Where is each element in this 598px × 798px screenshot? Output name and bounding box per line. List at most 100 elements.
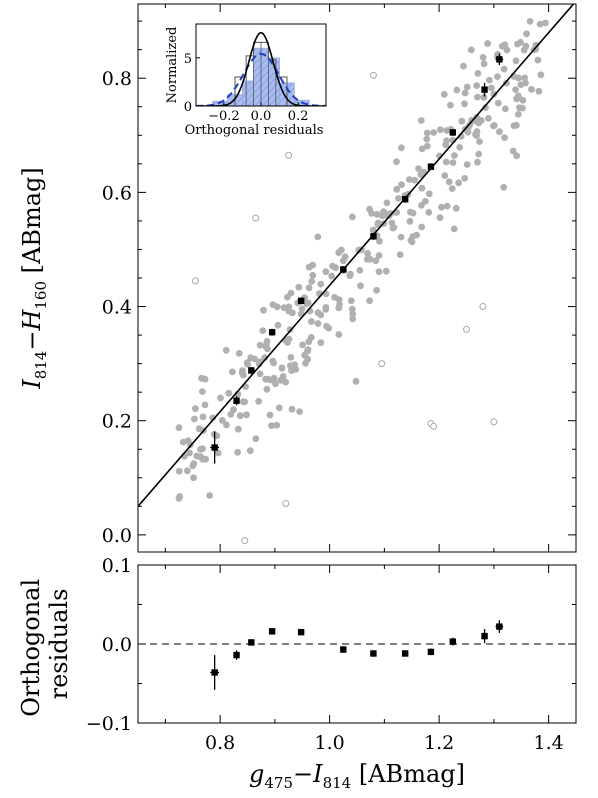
- scatter-point: [542, 19, 549, 27]
- scatter-point: [398, 181, 405, 189]
- residual-point: [248, 639, 255, 646]
- scatter-point: [513, 95, 520, 103]
- open-point: [282, 499, 290, 507]
- y-tick-label: 0.0: [102, 525, 132, 547]
- scatter-point: [461, 175, 469, 182]
- binned-points-group: [210, 53, 504, 464]
- residual-y-tick-label: 0.1: [102, 555, 132, 577]
- scatter-point: [286, 326, 294, 333]
- scatter-point: [268, 422, 275, 429]
- scatter-point: [366, 255, 374, 263]
- y-tick-label: 0.8: [102, 68, 132, 90]
- scatter-point: [296, 408, 303, 415]
- residual-point: [340, 646, 347, 653]
- scatter-point: [442, 158, 450, 166]
- x-tick-label: 0.8: [205, 732, 235, 754]
- scatter-point: [382, 267, 390, 275]
- inset-x-tick-label: −0.2: [208, 109, 240, 124]
- scatter-point: [443, 127, 451, 134]
- scatter-point: [461, 100, 468, 108]
- scatter-point: [479, 54, 487, 61]
- scatter-point: [346, 270, 354, 278]
- axis-label-part: [ABmag]: [351, 760, 465, 788]
- scatter-point: [397, 233, 405, 241]
- residual-point: [297, 628, 305, 636]
- scatter-point: [214, 449, 222, 457]
- scatter-point: [536, 20, 544, 28]
- scatter-point: [513, 152, 521, 160]
- scatter-point: [366, 297, 373, 305]
- scatter-point: [451, 152, 458, 159]
- scatter-point: [503, 46, 511, 54]
- scatter-point: [389, 224, 397, 232]
- scatter-point: [480, 60, 488, 68]
- scatter-point: [415, 165, 422, 173]
- residual-point: [427, 648, 435, 656]
- open-point: [285, 151, 293, 159]
- scatter-point: [304, 347, 311, 355]
- open-point: [369, 71, 377, 79]
- scatter-point: [329, 262, 336, 270]
- scatter-point: [513, 121, 520, 129]
- scatter-point: [376, 237, 383, 245]
- residual-y-tick-label: −0.1: [86, 713, 132, 735]
- scatter-point: [501, 134, 508, 142]
- axis-label-part: −I: [293, 760, 323, 788]
- scatter-point: [186, 449, 193, 457]
- scatter-point: [393, 158, 400, 166]
- residual-points-group: [210, 620, 504, 690]
- scatter-point: [349, 310, 357, 318]
- inset-x-tick-label: 0.0: [251, 109, 272, 124]
- scatter-point: [356, 266, 364, 274]
- scatter-point: [317, 280, 325, 288]
- inset-x-ticks: −0.2 0.0 0.2: [208, 102, 308, 124]
- residual-y-axis-label: Orthogonal residuals: [17, 571, 73, 717]
- inset-y-axis-label: Normalized: [165, 27, 180, 104]
- scatter-point: [438, 203, 445, 211]
- axis-label-part: 814: [323, 774, 352, 792]
- scatter-point: [275, 404, 283, 412]
- scatter-point: [473, 128, 481, 135]
- inset-dashed-curve: [196, 52, 326, 106]
- scatter-point: [418, 145, 426, 153]
- scatter-point: [352, 377, 360, 385]
- y-tick-label: 0.2: [102, 411, 132, 433]
- binned-point: [370, 232, 377, 240]
- residual-ylabel-line-2: residuals: [45, 589, 73, 700]
- scatter-point: [323, 322, 330, 330]
- scatter-point: [373, 210, 381, 218]
- open-point: [430, 422, 438, 430]
- scatter-point: [423, 135, 431, 143]
- scatter-point: [378, 212, 386, 220]
- residual-point: [210, 655, 220, 690]
- scatter-point: [445, 178, 453, 186]
- scatter-point: [259, 327, 267, 334]
- scatter-point: [322, 268, 330, 276]
- scatter-point: [201, 401, 209, 409]
- scatter-point: [335, 331, 343, 338]
- scatter-point: [308, 318, 315, 325]
- scatter-point: [460, 62, 467, 70]
- scatter-point: [251, 355, 258, 363]
- scatter-point: [369, 226, 377, 234]
- open-point: [241, 537, 249, 545]
- axis-label-part: 475: [264, 774, 293, 792]
- scatter-point: [514, 111, 522, 118]
- scatter-point: [223, 421, 230, 429]
- scatter-point: [328, 272, 336, 280]
- scatter-point: [443, 202, 451, 210]
- scatter-point: [314, 320, 322, 327]
- scatter-point: [455, 179, 462, 187]
- scatter-point: [441, 172, 449, 180]
- scatter-point: [534, 56, 542, 64]
- scatter-point: [406, 176, 413, 183]
- scatter-point: [305, 284, 313, 292]
- scatter-point: [523, 30, 530, 38]
- open-point: [378, 360, 386, 368]
- residual-point: [481, 628, 488, 644]
- scatter-point: [199, 445, 206, 453]
- scatter-point: [239, 398, 247, 406]
- scatter-point: [175, 424, 183, 432]
- residual-ylabel-line-1: Orthogonal: [17, 579, 45, 717]
- binned-point: [248, 367, 255, 374]
